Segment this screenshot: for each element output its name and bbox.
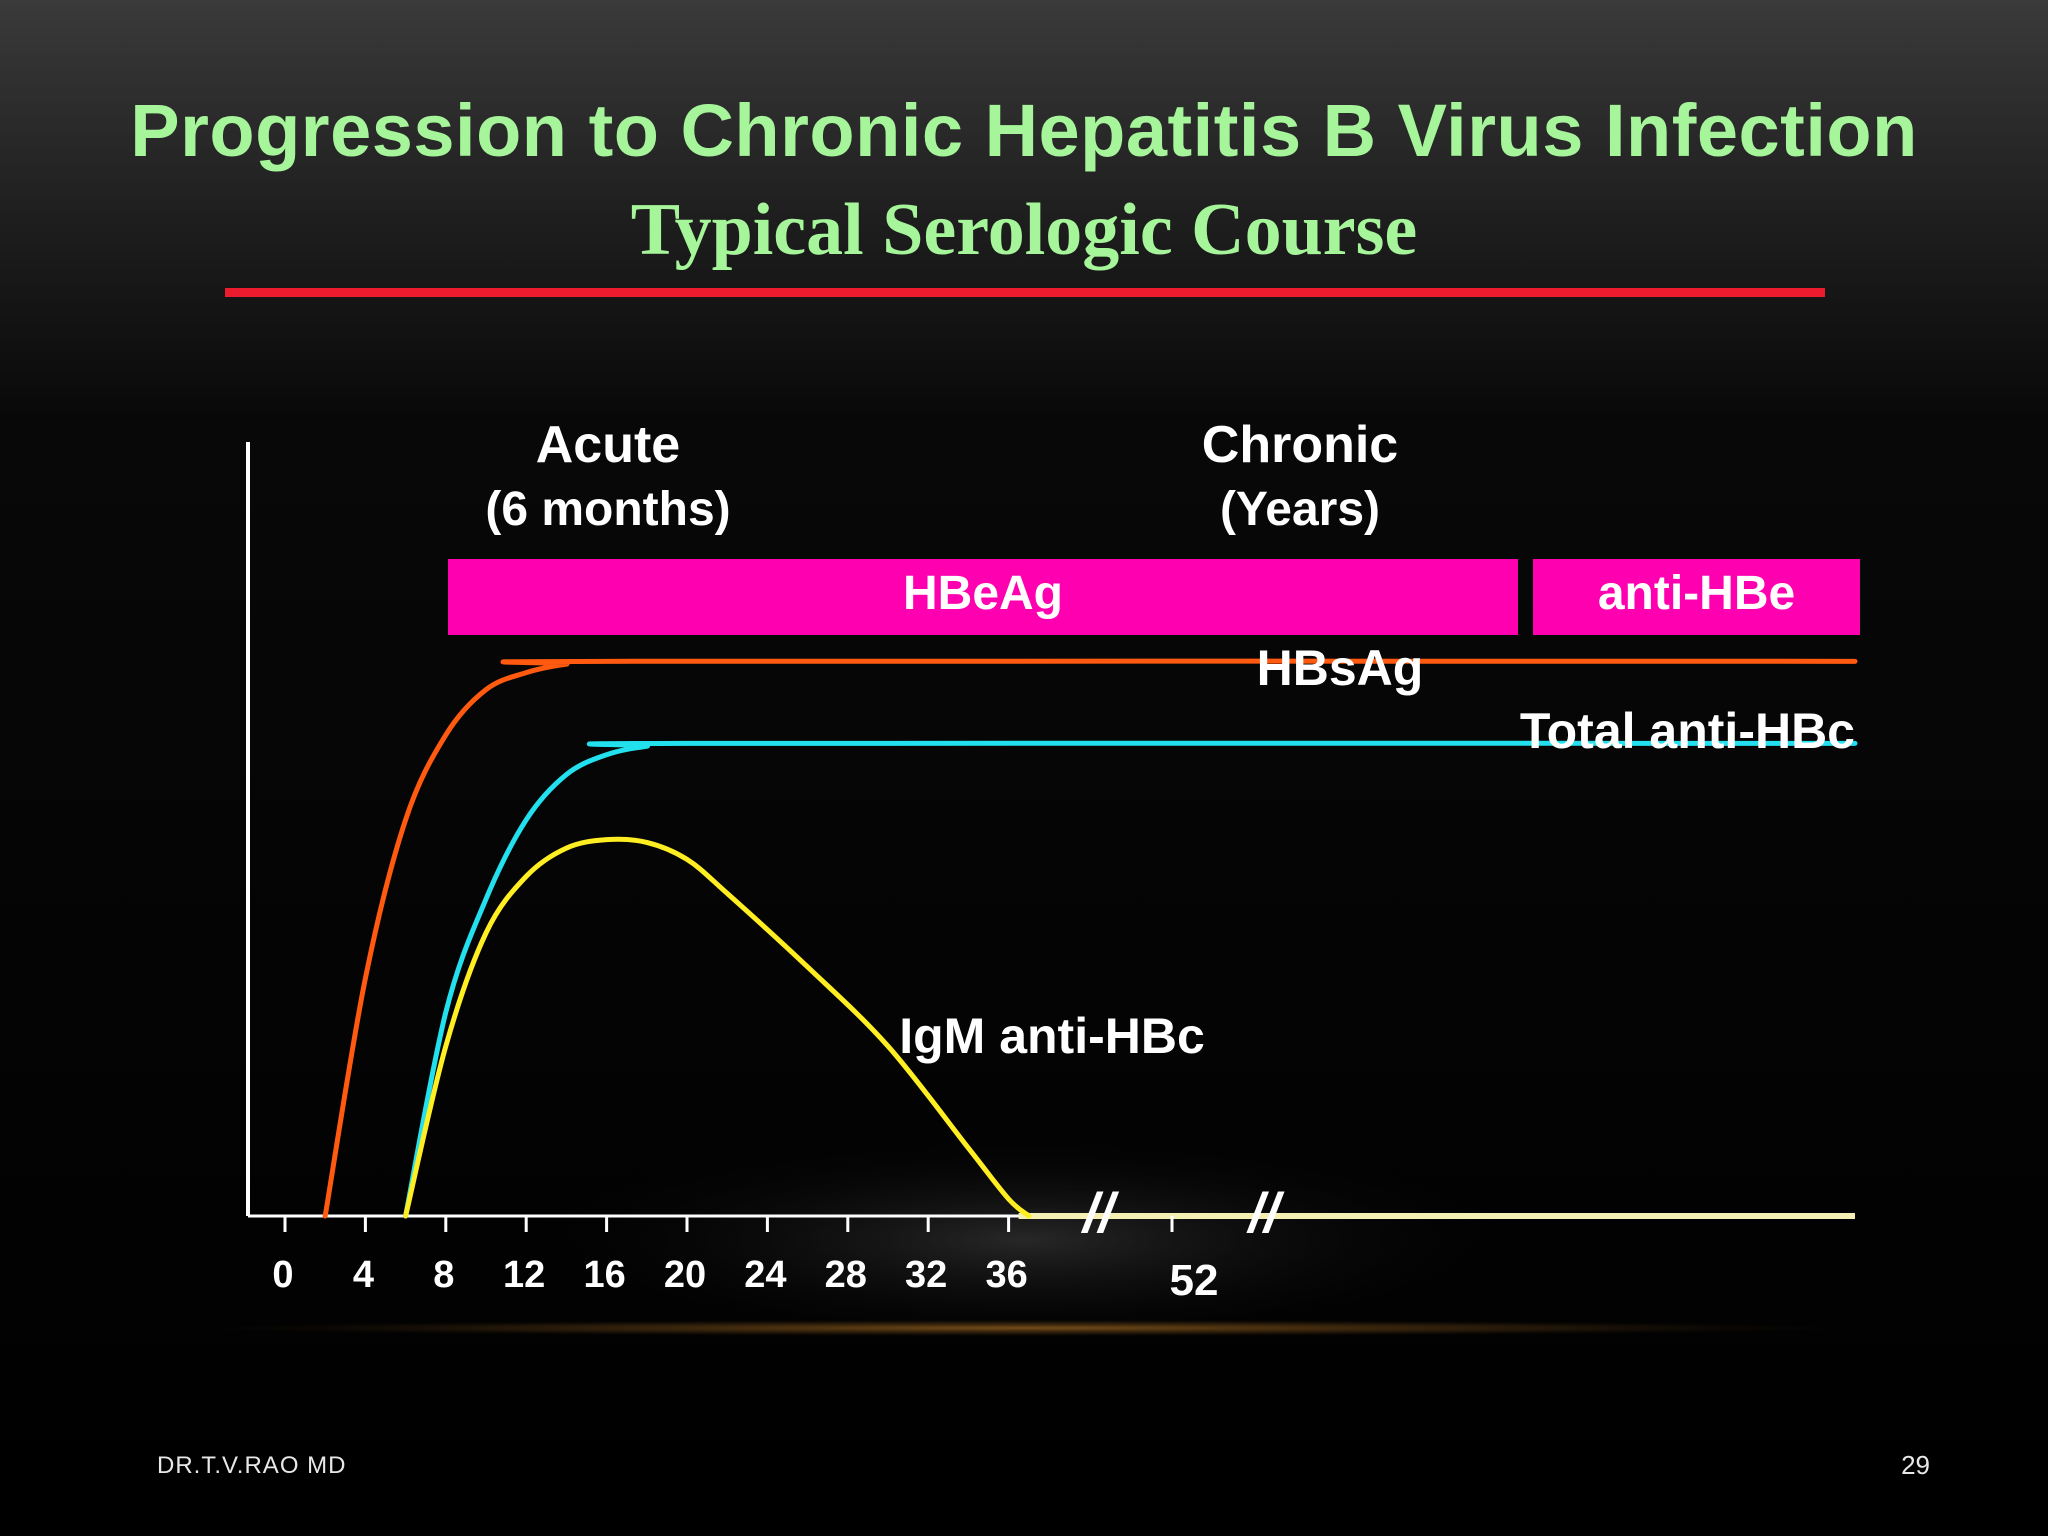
x-tick-label: 8 [433,1254,454,1296]
slide-title: Progression to Chronic Hepatitis B Virus… [130,89,1918,172]
series-label: IgM anti-HBc [899,1008,1205,1064]
series-label: Total anti-HBc [1520,703,1855,759]
series-line [403,740,1858,1219]
phase-label: Chronic [1202,416,1398,474]
phase-bar-label: HBeAg [903,567,1063,620]
x-tick-label: 24 [744,1254,786,1296]
x-tick-label: 12 [503,1254,545,1296]
series-label: HBsAg [1257,640,1424,696]
x-tick-label: 0 [272,1254,293,1296]
x-tick-label: 36 [985,1254,1027,1296]
title-underline [225,288,1825,297]
footer-author: DR.T.V.RAO MD [157,1452,347,1479]
axis-break-mark: // [1080,1181,1120,1244]
phase-bar [1533,559,1860,635]
stage-spotlight [504,1130,1544,1350]
x-tick-label: 28 [825,1254,867,1296]
phase-label: Acute [536,416,680,474]
series-line [322,658,1858,1219]
phase-bar [448,559,1518,635]
x-tick-label: 52 [1170,1256,1219,1305]
phase-sublabel: (6 months) [485,483,730,536]
series-line [403,836,1032,1219]
x-tick-label: 16 [583,1254,625,1296]
axis-break-mark: // [1245,1181,1285,1244]
phase-bar-label: anti-HBe [1598,567,1795,620]
page-number: 29 [1901,1450,1930,1480]
x-tick-label: 20 [664,1254,706,1296]
stage-floor-glow [124,1319,1924,1337]
x-tick-label: 32 [905,1254,947,1296]
slide-subtitle: Typical Serologic Course [630,189,1418,271]
phase-sublabel: (Years) [1220,483,1380,536]
x-tick-label: 4 [353,1254,374,1296]
